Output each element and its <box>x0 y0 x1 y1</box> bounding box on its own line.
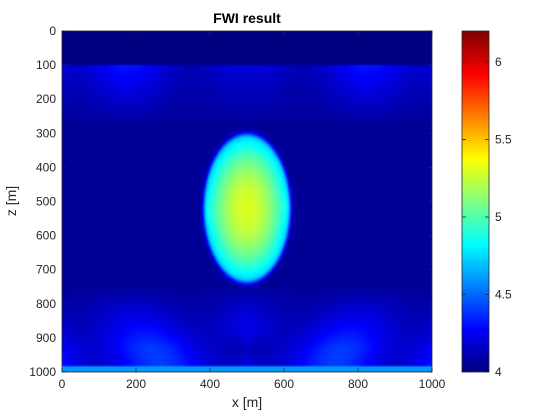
colorbar-tick-label: 5.5 <box>495 133 512 147</box>
x-axis: 0 200 400 600 800 1000 <box>59 31 446 391</box>
colorbar-gradient <box>462 31 489 372</box>
colorbar-tick-label: 5 <box>495 210 502 224</box>
velocity-heatmap <box>62 31 432 372</box>
chart-title: FWI result <box>213 10 281 26</box>
plot-area <box>62 31 432 372</box>
x-tick-label: 800 <box>348 377 368 391</box>
y-tick-label: 500 <box>36 195 56 209</box>
x-tick-label: 1000 <box>419 377 446 391</box>
colorbar-tick-label: 4 <box>495 365 502 379</box>
y-tick-label: 300 <box>36 126 56 140</box>
x-tick-label: 600 <box>274 377 294 391</box>
x-tick-label: 0 <box>59 377 66 391</box>
y-tick-label: 0 <box>49 24 56 38</box>
x-tick-label: 400 <box>200 377 220 391</box>
colorbar-ticks: 4 4.5 5 5.5 6 <box>462 55 512 379</box>
y-tick-label: 200 <box>36 92 56 106</box>
y-axis-label: z [m] <box>3 186 19 216</box>
x-axis-label: x [m] <box>232 394 262 410</box>
y-tick-label: 700 <box>36 263 56 277</box>
y-tick-label: 400 <box>36 160 56 174</box>
y-tick-label: 900 <box>36 331 56 345</box>
colorbar-tick-label: 6 <box>495 55 502 69</box>
colorbar-tick-label: 4.5 <box>495 288 512 302</box>
y-tick-label: 600 <box>36 229 56 243</box>
colorbar: 4 4.5 5 5.5 6 <box>461 30 512 379</box>
y-tick-label: 1000 <box>29 365 56 379</box>
x-tick-label: 200 <box>126 377 146 391</box>
y-tick-label: 100 <box>36 58 56 72</box>
y-axis: 0 100 200 300 400 500 600 700 800 900 1000 <box>29 24 432 379</box>
y-tick-label: 800 <box>36 297 56 311</box>
colorbar-frame <box>461 30 490 373</box>
